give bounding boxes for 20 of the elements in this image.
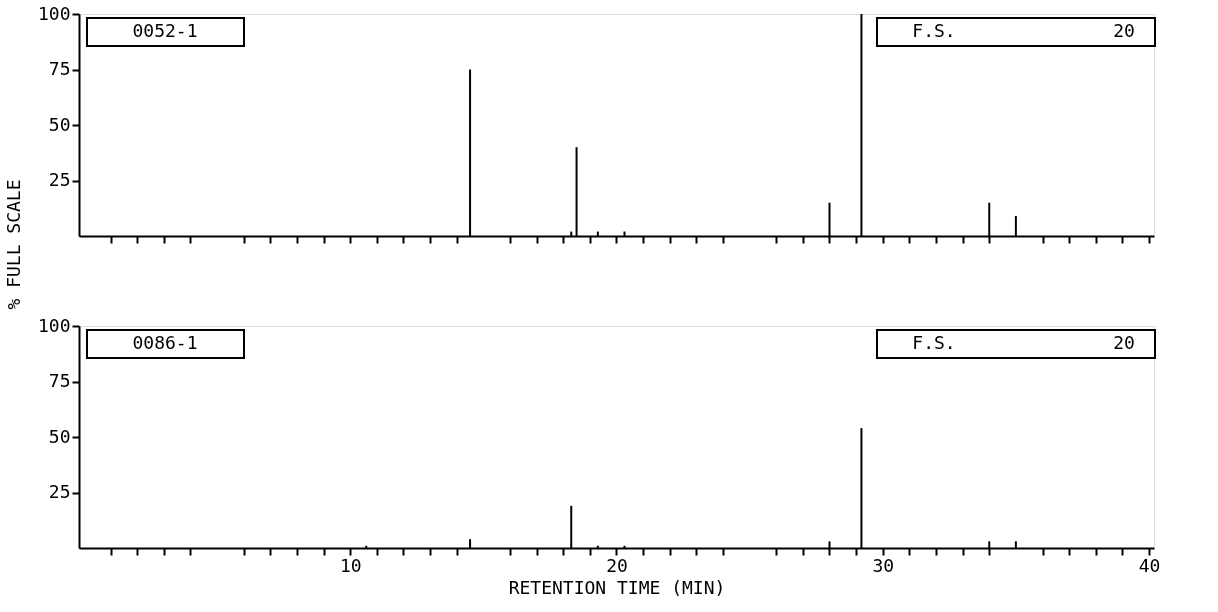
x-axis-title: RETENTION TIME (MIN)	[508, 576, 726, 598]
annotation: F.S.	[912, 332, 956, 353]
annotation: 20	[1113, 20, 1135, 41]
y-tick-label: 75	[48, 58, 71, 79]
y-tick-label: 50	[48, 113, 71, 135]
x-tick-label: 30	[872, 554, 895, 576]
x-tick-label: 40	[1138, 554, 1161, 576]
y-tick-label: 50	[48, 425, 71, 447]
annotation: 0086-1	[132, 332, 198, 353]
y-tick-label: 75	[48, 370, 71, 391]
annotation: F.S.	[912, 20, 956, 41]
y-tick-label: 100	[37, 314, 71, 336]
y-tick-label: 25	[48, 169, 71, 190]
x-tick-label: 10	[339, 554, 362, 576]
y-tick-label: 100	[37, 2, 71, 24]
y-tick-label: 25	[48, 481, 71, 502]
y-axis-title: % FULL SCALE	[2, 179, 24, 310]
annotation: 20	[1113, 332, 1135, 353]
x-tick-label: 20	[606, 554, 628, 576]
annotation: 0052-1	[132, 20, 198, 41]
